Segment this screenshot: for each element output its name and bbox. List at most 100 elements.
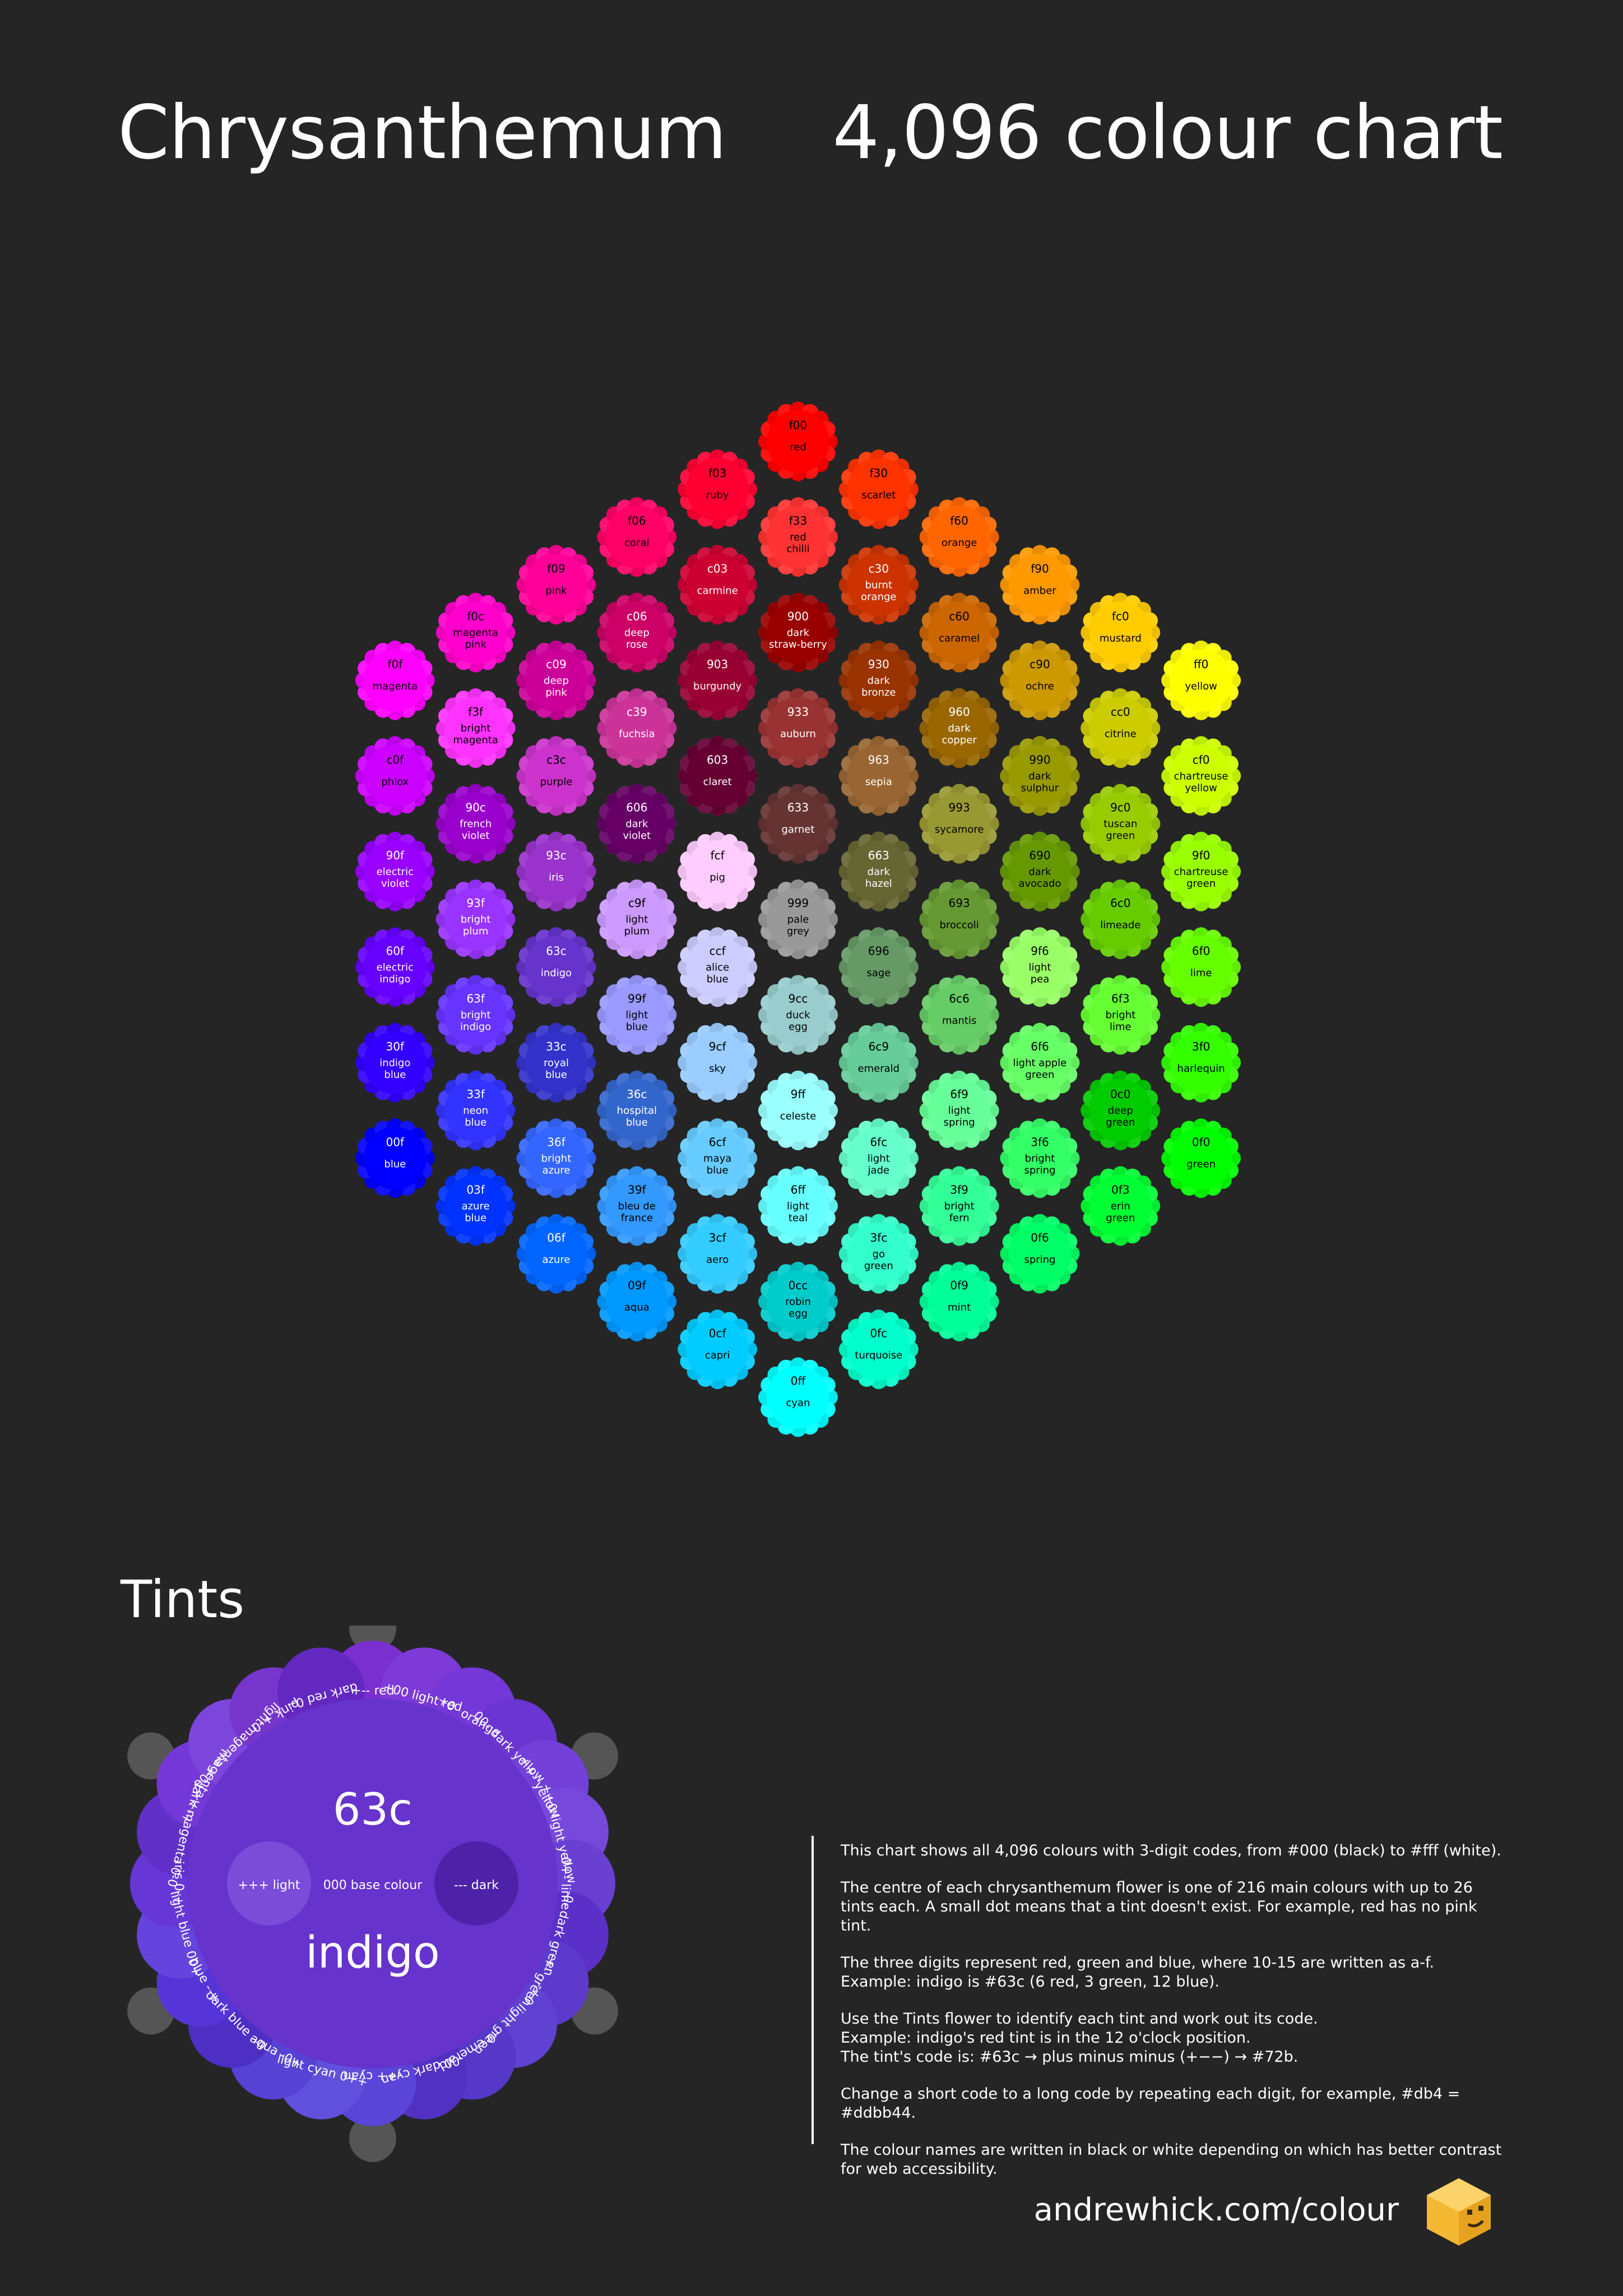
flower-name: capri	[705, 1349, 730, 1361]
flower-code: f0c	[467, 610, 484, 623]
flower-name: turquoise	[855, 1349, 902, 1361]
flower-centre	[605, 601, 669, 664]
info-paragraph: Use the Tints flower to identify each ti…	[841, 2010, 1508, 2067]
flower-code: 6ff	[791, 1183, 806, 1197]
flower-centre	[767, 983, 829, 1047]
flower-name: aero	[706, 1254, 729, 1266]
flower-name: green	[1186, 878, 1216, 890]
flower-code: f09	[547, 562, 565, 575]
flower-name: erin	[1111, 1201, 1130, 1212]
flower-centre	[444, 601, 507, 664]
flower-code: f03	[708, 466, 727, 480]
flower-name: blue	[626, 1117, 648, 1128]
flower-centre	[605, 1174, 669, 1238]
tint-label: +-- red	[351, 1684, 394, 1698]
flower-code: 99f	[628, 992, 646, 1006]
flower-name: spring	[1024, 1164, 1055, 1176]
flower-name: sage	[866, 967, 891, 979]
flower-name: mint	[948, 1302, 971, 1313]
flower-name: chartreuse	[1174, 770, 1228, 782]
tint-light-label: +++ light	[238, 1878, 300, 1892]
flower-code: f33	[789, 514, 808, 527]
flower-centre	[928, 506, 991, 568]
flower-name: coral	[624, 537, 649, 549]
flower-name: royal	[544, 1057, 569, 1069]
flower-name: dark	[1028, 770, 1051, 782]
flower-centre	[1008, 744, 1072, 808]
flower-name: avocado	[1018, 878, 1061, 890]
flower-code: 3f0	[1192, 1040, 1211, 1053]
flower-code: 6f3	[1111, 992, 1130, 1006]
flower-code: 9f6	[1031, 944, 1049, 957]
flower-code: 9c0	[1110, 801, 1130, 814]
flower-name: caramel	[939, 633, 980, 645]
flower-centre	[525, 936, 588, 999]
tint-base-label: 000 base colour	[323, 1878, 423, 1892]
flower-code: 0cc	[789, 1279, 808, 1292]
flower-code: f3f	[468, 705, 484, 719]
flower-code: 930	[868, 658, 889, 671]
flower-centre	[767, 1365, 829, 1429]
flower-centre	[444, 792, 507, 855]
flower-name: green	[1106, 830, 1135, 842]
flower-name: spring	[944, 1117, 975, 1128]
flower-name: blue	[707, 973, 729, 985]
flower-name: hospital	[617, 1105, 657, 1117]
flower-code: 9ff	[791, 1087, 806, 1101]
tints-heading: Tints	[120, 1570, 245, 1630]
flower-code: f0f	[387, 658, 403, 671]
flower-name: pig	[710, 872, 725, 883]
info-divider	[812, 1836, 814, 2144]
flower-name: orange	[861, 591, 896, 603]
flower-centre	[847, 553, 910, 617]
info-line: The tint's code is: #63c → plus minus mi…	[841, 2048, 1299, 2066]
flower-code: 933	[787, 705, 809, 719]
flower-centre	[767, 410, 829, 473]
flower-code: 960	[949, 705, 970, 719]
flower-name: indigo	[460, 1021, 491, 1033]
footer-link[interactable]: andrewhick.com/colour	[1033, 2192, 1399, 2228]
flower-name: neon	[463, 1105, 488, 1117]
flower-code: c9f	[628, 896, 646, 910]
flower-name: deep	[624, 627, 650, 639]
flower-centre	[525, 744, 588, 808]
flower-name: azure	[462, 1201, 490, 1212]
flower-name: limeade	[1100, 919, 1140, 931]
flower-name: egg	[789, 1308, 808, 1320]
flower-centre	[605, 1270, 669, 1333]
flower-centre	[1170, 744, 1233, 808]
flower-code: 900	[787, 610, 809, 623]
flower-centre	[847, 1222, 910, 1285]
flower-name: magenta	[453, 734, 498, 746]
flower-name: pale	[787, 914, 809, 925]
flower-name: light	[625, 1010, 648, 1021]
flower-centre	[444, 983, 507, 1047]
tint-corner-mark	[349, 2115, 396, 2162]
flower-name: amber	[1023, 585, 1056, 596]
flower-name: go	[873, 1248, 885, 1260]
flower-name: citrine	[1105, 728, 1137, 740]
flower-centre	[767, 1174, 829, 1238]
info-paragraph: The colour names are written in black or…	[841, 2141, 1502, 2178]
flower-centre	[847, 744, 910, 808]
tint-light-disc	[227, 1841, 311, 1925]
flower-centre	[686, 649, 749, 712]
flower-name: violet	[623, 830, 651, 842]
flower-name: pink	[545, 687, 567, 698]
